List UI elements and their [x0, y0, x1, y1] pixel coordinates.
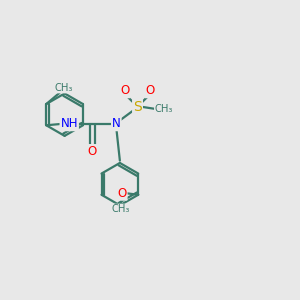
Text: CH₃: CH₃	[155, 104, 173, 114]
Text: CH₃: CH₃	[54, 82, 73, 93]
Text: CH₃: CH₃	[111, 205, 130, 214]
Text: O: O	[121, 84, 130, 97]
Text: S: S	[133, 100, 142, 114]
Text: NH: NH	[61, 117, 78, 130]
Text: O: O	[117, 187, 127, 200]
Text: O: O	[145, 84, 154, 97]
Text: N: N	[112, 117, 121, 130]
Text: O: O	[88, 145, 97, 158]
